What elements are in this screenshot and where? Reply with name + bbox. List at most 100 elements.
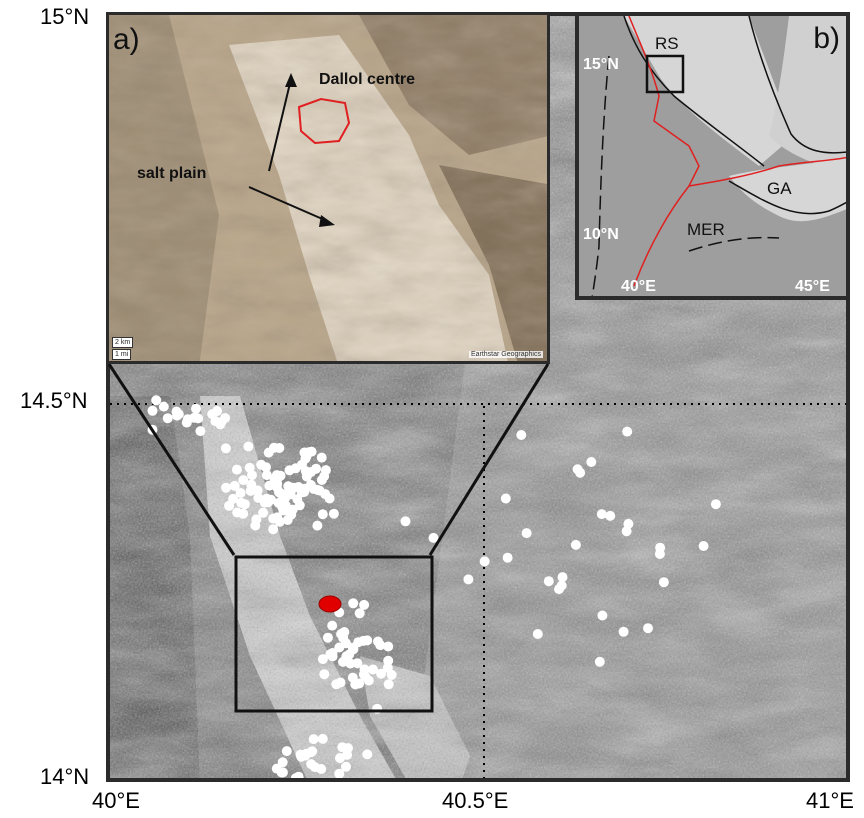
seismicity-dot [307,746,318,757]
seismicity-dot [334,642,345,653]
seismicity-dot [158,401,169,412]
seismicity-dot [299,487,310,497]
seismicity-dot [622,426,633,437]
seismicity-dot [191,403,201,414]
zoom-box [234,555,434,713]
seismicity-dot [268,524,279,535]
scalebar-mi: 1 mi [112,349,132,360]
seismicity-dot [224,500,235,511]
seismicity-dot [362,749,373,760]
plate-boundary-ga [688,156,846,187]
red-sea-region [624,16,794,166]
seismicity-dot [532,629,543,639]
arabia-region [769,16,846,174]
seismicity-dot [363,675,374,686]
seismicity-dot [299,447,310,458]
dallol-outline [297,97,351,145]
scalebar-km: 2 km [112,337,134,348]
satellite-texture [109,15,547,361]
study-area-box [645,54,685,94]
lat-label-14: 14°N [40,764,90,789]
seismicity-dot [221,482,231,493]
seismicity-dot [268,513,279,524]
lat-label-14-5: 14.5°N [20,388,88,413]
arrow-head-north [285,73,297,87]
seismicity-dot [383,679,394,690]
seismicity-dot [195,426,206,437]
lon-label-41: 41°E [806,788,854,813]
seismicity-dot [243,441,254,452]
seismicity-dot [521,528,532,539]
inset-a-satellite: a) Dallol centre salt plain 2 km 1 mi Ea… [106,12,550,364]
inset-b-lat-15: 15°N [583,56,619,73]
seismicity-dot [325,649,336,660]
seismicity-dot [327,620,338,631]
seismicity-dot [207,409,218,420]
seismicity-dot [658,577,669,588]
western-coastline [623,16,765,167]
seismicity-dot [284,465,295,476]
inset-b-regional-map: b) RS GA MER 15°N 10°N 40°E 45°E [575,12,850,300]
seismicity-dot [328,508,339,519]
aden-south-coast [728,180,846,215]
seismicity-dot [265,494,276,505]
seismicity-dot [570,539,581,550]
seismicity-dot [238,475,249,486]
seismicity-dot [354,608,365,619]
seismicity-dot [596,509,607,520]
seismicity-dot [710,499,721,510]
seismicity-dot [320,489,331,500]
seismicity-dot [643,623,653,634]
arrow-line-north [268,78,292,172]
seismicity-dot [597,610,608,621]
inset-b-lon-45: 45°E [795,278,830,295]
seismicity-dot [147,424,158,435]
seismicity-dot [231,464,242,475]
seismicity-dot [258,507,269,518]
imagery-credit: Earthstar Geographics [468,351,543,358]
dashed-boundary-west [591,55,610,296]
ga-label: GA [767,179,792,198]
seismicity-dot [246,479,257,490]
regional-map-svg [579,16,846,296]
seismicity-dot [334,768,345,778]
seismicity-dot [181,417,192,428]
dashed-boundary-south [688,236,780,252]
seismicity-dot [382,662,393,673]
seismicity-dot [572,464,583,475]
seismicity-dot [282,515,293,525]
seismicity-dot [368,664,378,675]
seismicity-dot [556,580,567,591]
seismicity-dot [215,419,226,430]
seismicity-dot [322,632,333,643]
seismicity-dot [336,629,347,639]
plate-boundary-rs-mer [628,16,700,287]
seismicity-dot [317,509,328,520]
seismicity-dot [247,470,257,481]
seismicity-dot [281,746,292,757]
salt-plain-label: salt plain [137,165,207,182]
seismicity-dot [261,470,272,481]
seismicity-dot [543,576,554,587]
seismicity-dot [557,572,568,583]
seismicity-dot [300,466,311,477]
seismicity-dot [348,598,359,609]
seismicity-dot [331,679,342,690]
lat-label-15: 15°N [40,4,90,29]
arrow-head-south [319,215,335,227]
dallol-centre-label: Dallol centre [319,71,416,88]
mer-label: MER [687,220,725,239]
gulf-of-aden-region [729,157,846,222]
seismicity-dot [252,485,263,496]
seismicity-dot [623,518,634,529]
seismicity-dot [239,499,250,510]
seismicity-dot [193,413,204,424]
seismicity-dot [308,734,319,745]
lon-label-40: 40°E [92,788,140,813]
seismicity-dot [353,637,364,648]
seismicity-dot [383,655,394,666]
seismicity-dot [375,640,386,651]
seismicity-dot [500,493,511,504]
seismicity-dot [316,452,327,463]
seismicity-dot [285,489,296,500]
